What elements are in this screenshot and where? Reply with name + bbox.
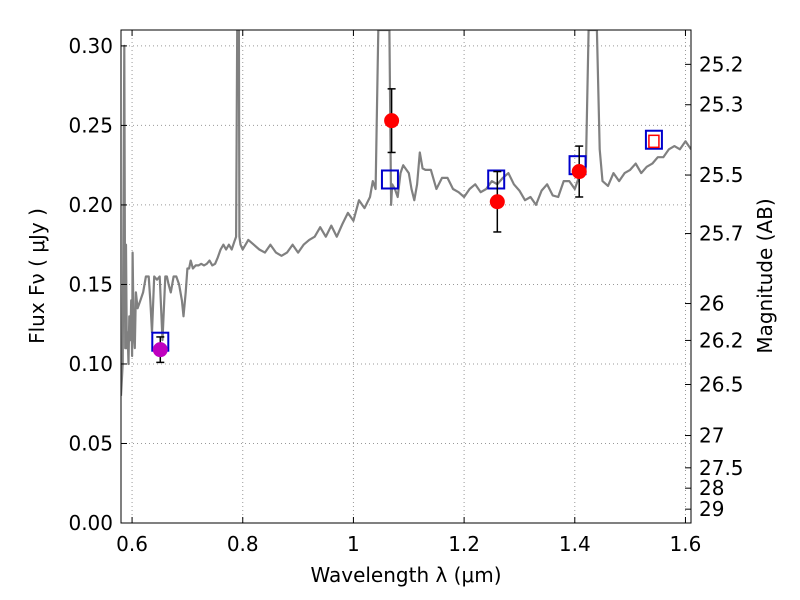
y-tick-label: 0.10 [68, 352, 113, 376]
y2-tick-label: 28 [699, 476, 724, 500]
y-tick-label: 0.05 [68, 431, 113, 455]
measured-point [384, 113, 400, 129]
x-tick-label: 1.2 [448, 532, 480, 556]
y-axis-label: Flux Fν ( μJy ) [25, 208, 49, 344]
x-tick-label: 0.6 [116, 532, 148, 556]
y2-tick-label: 27.5 [699, 456, 744, 480]
y2-tick-label: 27 [699, 424, 724, 448]
y2-tick-label: 26.5 [699, 372, 744, 396]
measured-point [152, 342, 168, 358]
model-square-marker [380, 169, 399, 190]
y2-tick-label: 29 [699, 497, 724, 521]
y2-tick-label: 25.5 [699, 163, 744, 187]
x-tick-label: 1.4 [559, 532, 591, 556]
measured-point [571, 164, 587, 180]
y2-tick-label: 26.2 [699, 328, 744, 352]
y-tick-label: 0.20 [68, 193, 113, 217]
x-tick-label: 0.8 [227, 532, 259, 556]
model-square-marker [644, 129, 663, 150]
x-tick-label: 1.6 [670, 532, 702, 556]
marker-layer [151, 88, 663, 364]
y2-tick-label: 25.7 [699, 222, 744, 246]
series-layer [121, 30, 691, 396]
plot-background [121, 30, 691, 523]
y2-axis-label: Magnitude (AB) [753, 198, 777, 353]
plot-frame [120, 29, 692, 524]
axis-layer: 0.6 0.8 1 1.2 1.4 1.6 0.00 0.05 0.10 0.15 0.20 0.25… [68, 30, 744, 556]
y-tick-label: 0.00 [68, 511, 113, 535]
y2-tick-label: 25.2 [699, 52, 744, 76]
measured-point [489, 194, 505, 210]
x-tick-label: 1 [347, 532, 360, 556]
model-square-marker [487, 169, 506, 190]
y2-tick-label: 26 [699, 292, 724, 316]
y-tick-label: 0.25 [68, 113, 113, 137]
y-tick-label: 0.30 [68, 34, 113, 58]
x-axis-label: Wavelength λ (μm) [310, 563, 501, 587]
measured-square-marker [648, 134, 660, 149]
y2-tick-label: 25.3 [699, 93, 744, 117]
y-tick-label: 0.15 [68, 272, 113, 296]
spectrum-line [121, 30, 691, 396]
